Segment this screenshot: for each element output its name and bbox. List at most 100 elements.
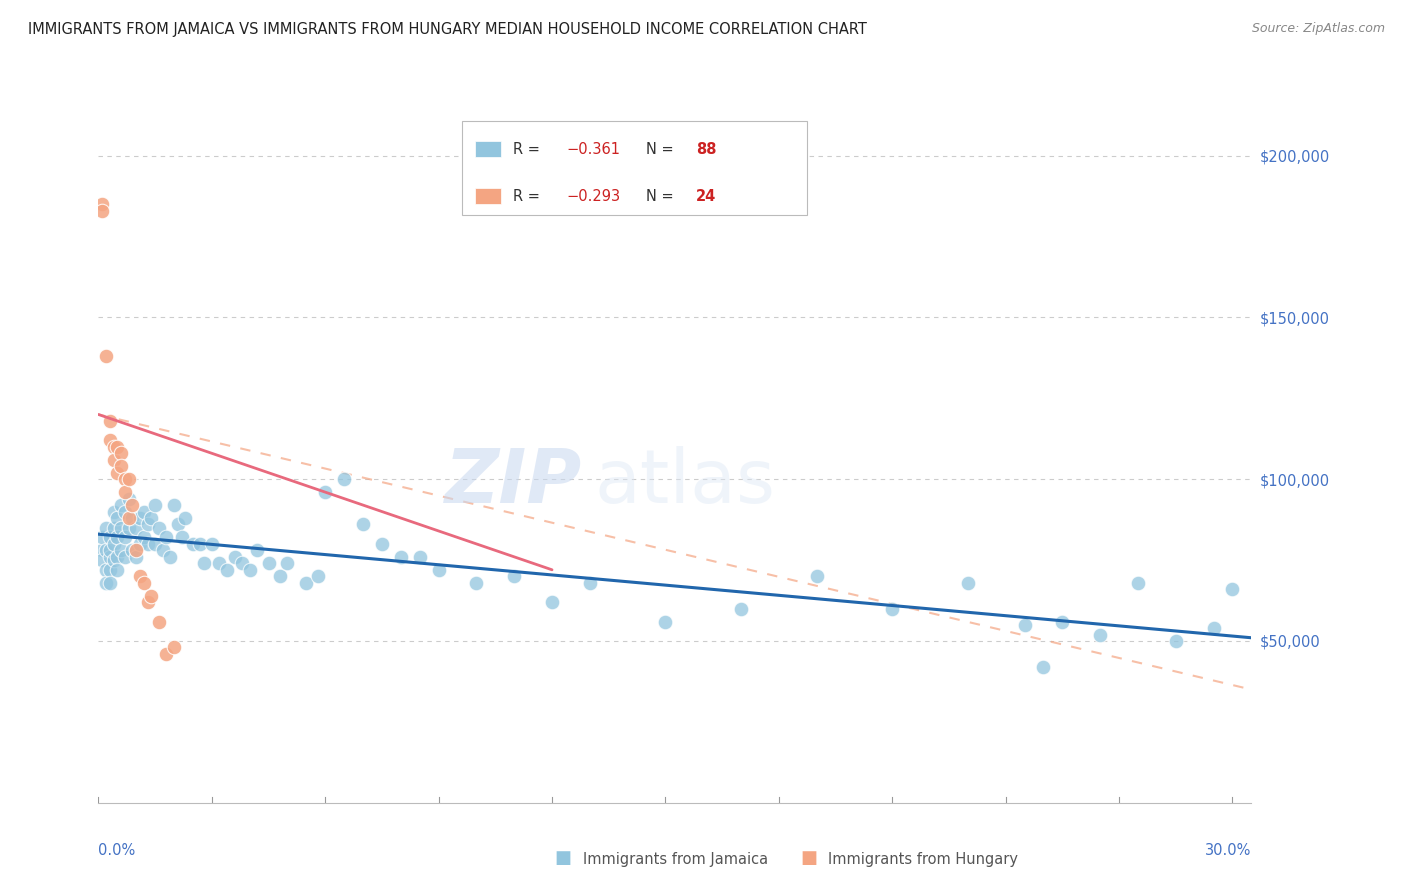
Point [114, 485, 136, 500]
Text: 24: 24 [696, 188, 716, 203]
Point [730, 601, 752, 615]
Point [654, 615, 676, 629]
Point [105, 563, 128, 577]
Text: Immigrants from Jamaica: Immigrants from Jamaica [583, 852, 769, 867]
Point [352, 517, 374, 532]
Point [103, 440, 125, 454]
Point [1088, 627, 1111, 641]
Point [105, 440, 128, 454]
Point [94, 575, 117, 590]
Point [110, 498, 132, 512]
Point [103, 537, 125, 551]
Point [110, 521, 132, 535]
Point [118, 511, 141, 525]
Point [314, 485, 336, 500]
Point [276, 557, 298, 571]
Point [1014, 617, 1036, 632]
Point [239, 563, 262, 577]
Point [409, 549, 432, 564]
Point [1202, 621, 1225, 635]
Point [129, 511, 152, 525]
Point [91, 531, 114, 545]
Point [136, 595, 159, 609]
Point [132, 575, 155, 590]
Point [121, 543, 143, 558]
Point [110, 446, 132, 460]
Point [98, 434, 121, 448]
Point [114, 549, 136, 564]
Point [269, 569, 291, 583]
Point [190, 537, 212, 551]
Point [333, 472, 356, 486]
Point [125, 549, 148, 564]
Text: Source: ZipAtlas.com: Source: ZipAtlas.com [1251, 22, 1385, 36]
Point [141, 511, 163, 525]
Point [465, 575, 488, 590]
Point [94, 563, 117, 577]
Point [541, 595, 564, 609]
Text: −0.293: −0.293 [567, 188, 620, 203]
Point [371, 537, 394, 551]
Point [181, 537, 204, 551]
Text: IMMIGRANTS FROM JAMAICA VS IMMIGRANTS FROM HUNGARY MEDIAN HOUSEHOLD INCOME CORRE: IMMIGRANTS FROM JAMAICA VS IMMIGRANTS FR… [28, 22, 868, 37]
Text: 88: 88 [696, 142, 716, 157]
Point [1032, 660, 1054, 674]
Point [103, 553, 125, 567]
Point [125, 521, 148, 535]
Point [166, 517, 188, 532]
Text: Immigrants from Hungary: Immigrants from Hungary [828, 852, 1018, 867]
Point [105, 466, 128, 480]
Point [118, 472, 141, 486]
Point [103, 452, 125, 467]
Point [114, 504, 136, 518]
Point [132, 504, 155, 518]
Text: ZIP: ZIP [446, 446, 582, 519]
Point [91, 553, 114, 567]
Point [94, 521, 117, 535]
FancyBboxPatch shape [475, 188, 501, 203]
Point [1222, 582, 1244, 597]
Point [121, 511, 143, 525]
Point [114, 472, 136, 486]
Point [98, 549, 121, 564]
Point [427, 563, 450, 577]
Point [121, 498, 143, 512]
Text: R =: R = [513, 188, 546, 203]
Point [956, 575, 979, 590]
Text: N =: N = [647, 188, 678, 203]
Point [882, 601, 904, 615]
Text: ■: ■ [800, 849, 817, 867]
Point [105, 511, 128, 525]
Point [307, 569, 329, 583]
Point [215, 563, 238, 577]
Point [98, 531, 121, 545]
FancyBboxPatch shape [461, 121, 807, 215]
Point [94, 349, 117, 363]
Point [224, 549, 246, 564]
Point [155, 531, 177, 545]
Point [91, 543, 114, 558]
Point [170, 531, 193, 545]
Point [132, 531, 155, 545]
Point [1052, 615, 1074, 629]
Point [246, 543, 269, 558]
Point [389, 549, 412, 564]
Point [163, 498, 186, 512]
FancyBboxPatch shape [475, 142, 501, 157]
Point [91, 203, 114, 218]
Point [148, 521, 170, 535]
Point [129, 569, 152, 583]
Point [98, 575, 121, 590]
Text: atlas: atlas [595, 446, 775, 519]
Point [98, 563, 121, 577]
Point [143, 537, 166, 551]
Point [152, 543, 174, 558]
Point [105, 531, 128, 545]
Point [806, 569, 828, 583]
Point [208, 557, 231, 571]
Point [1164, 634, 1187, 648]
Point [174, 511, 197, 525]
Point [579, 575, 602, 590]
Point [201, 537, 224, 551]
Point [295, 575, 318, 590]
